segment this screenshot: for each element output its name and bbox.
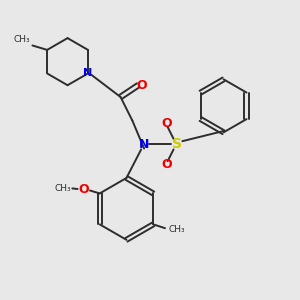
Text: O: O <box>78 182 89 196</box>
Text: CH₃: CH₃ <box>169 225 185 234</box>
Text: N: N <box>83 68 93 78</box>
Text: O: O <box>136 79 147 92</box>
Text: CH₃: CH₃ <box>14 35 30 44</box>
Text: CH₃: CH₃ <box>55 184 71 193</box>
Text: N: N <box>139 138 149 151</box>
Text: O: O <box>161 117 172 130</box>
Text: O: O <box>161 158 172 171</box>
Text: S: S <box>172 137 182 151</box>
